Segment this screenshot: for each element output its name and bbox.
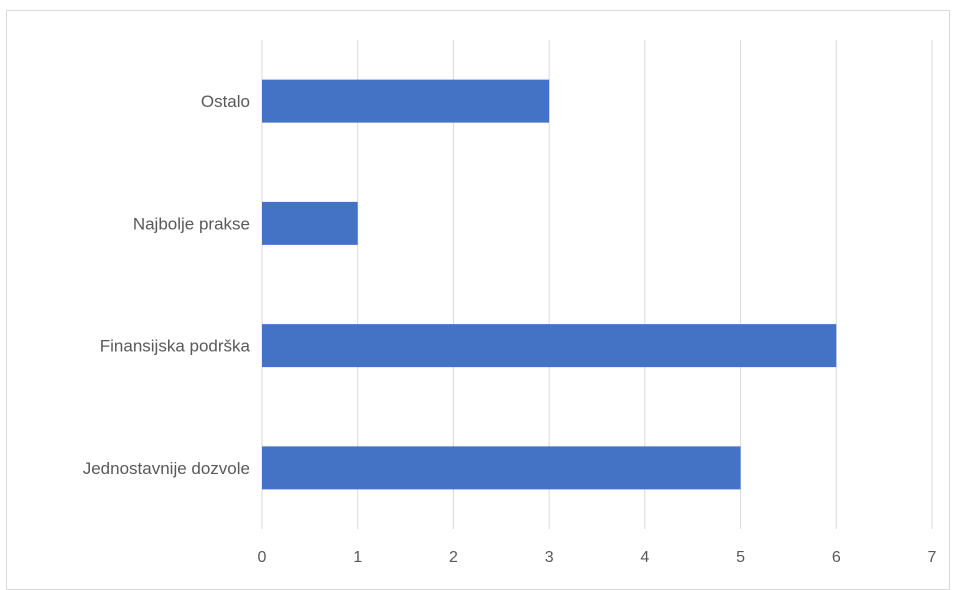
x-tick-label: 4: [640, 549, 649, 566]
bar: [262, 446, 741, 490]
bar: [262, 201, 358, 245]
category-label: Najbolje prakse: [133, 214, 250, 233]
x-axis-tick-labels: 0 1 2 3 4 5 6 7: [258, 549, 937, 566]
category-label: Finansijska podrška: [100, 337, 251, 356]
category-label: Jednostavnije dozvole: [83, 459, 250, 478]
x-tick-label: 1: [353, 549, 362, 566]
x-tick-label: 0: [258, 549, 267, 566]
x-tick-label: 7: [928, 549, 937, 566]
category-label: Ostalo: [201, 92, 250, 111]
x-tick-label: 3: [545, 549, 554, 566]
x-tick-label: 2: [449, 549, 458, 566]
category-labels: Jednostavnije dozvole Finansijska podrška…: [83, 92, 251, 478]
bar: [262, 79, 550, 123]
x-tick-label: 5: [736, 549, 745, 566]
bar: [262, 324, 837, 368]
bars: [262, 79, 837, 490]
x-tick-label: 6: [832, 549, 841, 566]
